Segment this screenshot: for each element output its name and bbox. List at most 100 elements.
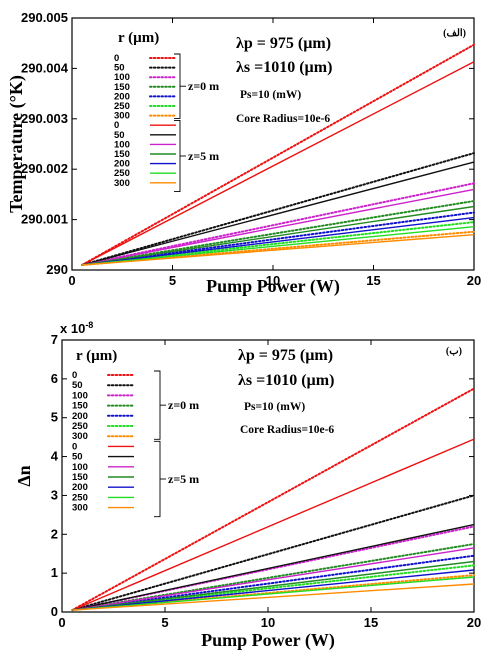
y-tick-label: 290.005: [21, 10, 68, 25]
y-tick-label: 5: [51, 410, 58, 425]
y-axis-label: Temperature (°K): [6, 75, 27, 213]
legend-entry-label: 200: [114, 159, 130, 170]
legend-group-label: z=0 m: [168, 398, 199, 412]
y-axis-label: Δn: [14, 465, 34, 486]
series-line-z0m-r0: [81, 43, 475, 266]
legend-entry-label: 200: [72, 482, 88, 493]
legend-entry-label: 300: [114, 178, 130, 189]
legend-entry-label: 300: [72, 431, 88, 442]
y-tick-label: 0: [51, 604, 58, 619]
legend-group-bracket: [154, 440, 161, 518]
series-line-z5m-r250: [72, 576, 475, 611]
x-axis-label: Pump Power (W): [206, 276, 340, 297]
series-line-z5m-r300: [81, 234, 475, 266]
legend-entry-label: 0: [72, 441, 77, 452]
series-line-z5m-r50: [72, 523, 475, 611]
series-line-z0m-r250: [81, 221, 475, 266]
annotation-ps: Ps=10 (mW): [244, 401, 305, 413]
legend-entry-label: 0: [114, 120, 119, 131]
y-tick-label: 7: [51, 332, 58, 347]
legend-entry-label: 150: [72, 401, 88, 412]
series-line-z0m-r50: [71, 494, 475, 612]
legend-entry-label: 0: [114, 53, 119, 64]
y-tick-label: 290.001: [21, 212, 68, 227]
x-tick-label: 10: [261, 615, 275, 630]
annotation-ps: Ps=10 (mW): [240, 89, 301, 101]
y-scale-note: x 10-8: [60, 320, 93, 336]
y-tick-label: 1: [51, 565, 58, 580]
legend-entry-label: 250: [114, 168, 130, 179]
series-line-z5m-r150: [81, 205, 475, 266]
series-line-z0m-r50: [81, 152, 475, 266]
y-tick-label: 290.004: [21, 60, 69, 75]
series-line-z0m-r0: [71, 387, 475, 612]
legend-entry-label: 50: [72, 380, 83, 391]
x-tick-label: 5: [169, 273, 176, 288]
legend-group-bracket: [174, 119, 181, 193]
y-tick-label: 290.003: [21, 111, 68, 126]
y-scale-exponent: -8: [85, 320, 93, 330]
series-line-z0m-r100: [81, 182, 475, 266]
legend-entry-label: 100: [114, 72, 130, 83]
annotation-core-radius: Core Radius=10e-6: [240, 424, 334, 436]
annotation-lambda-p: λp = 975 (µm): [238, 347, 333, 364]
legend-entry-label: 100: [72, 462, 88, 473]
legend-entry-label: 300: [72, 503, 88, 514]
legend-entry-label: 50: [114, 63, 125, 74]
y-tick-label: 2: [51, 526, 58, 541]
series-line-z0m-r300: [71, 574, 475, 612]
legend-group-label: z=0 m: [188, 79, 219, 93]
annotation-core-radius: Core Radius=10e-6: [236, 113, 330, 125]
legend-entry-label: 150: [114, 149, 130, 160]
series-line-z5m-r150: [72, 560, 475, 611]
x-tick-label: 15: [364, 615, 378, 630]
series-line-z0m-r150: [81, 200, 475, 266]
legend-entry-label: 150: [114, 82, 130, 93]
series-line-z5m-r200: [72, 569, 475, 611]
legend-entry-label: 0: [72, 370, 77, 381]
series-line-z5m-r100: [72, 547, 475, 611]
legend-group-bracket: [154, 370, 161, 440]
tick-group: 0 5 10 15 20 290 290.001 290.002 290.003 290.004 2…: [21, 10, 481, 288]
x-tick-label: 20: [467, 273, 481, 288]
series-line-z5m-r50: [81, 161, 475, 266]
annotation-lambda-p: λp = 975 (µm): [236, 35, 331, 52]
series-line-z0m-r200: [71, 554, 475, 612]
chart-panel-temperature: 0 5 10 15 20 290 290.001 290.002 290.003 290.004 2…: [6, 10, 481, 297]
y-tick-label: 3: [51, 487, 58, 502]
panel-tag: (ب): [446, 346, 462, 357]
y-tick-label: 6: [51, 371, 58, 386]
y-tick-label: 290.002: [21, 161, 68, 176]
legend: r (µm)0501001502002503000501001502002503…: [114, 30, 219, 193]
x-tick-label: 0: [58, 615, 65, 630]
legend-entry-label: 250: [114, 101, 130, 112]
legend-entry-label: 250: [72, 421, 88, 432]
legend-entry-label: 300: [114, 111, 130, 122]
legend-entry-label: 200: [72, 411, 88, 422]
series-group: [81, 43, 475, 266]
legend-entry-label: 100: [72, 390, 88, 401]
legend-entry-label: 50: [114, 130, 125, 141]
legend-entry-label: 200: [114, 91, 130, 102]
series-line-z5m-r300: [72, 583, 475, 611]
legend-entry-label: 50: [72, 452, 83, 463]
x-tick-label: 0: [68, 273, 75, 288]
series-line-z5m-r100: [81, 188, 475, 266]
annotation-lambda-s: λs =1010 (µm): [238, 372, 334, 389]
panel-tag: (الف): [443, 28, 466, 39]
series-line-z5m-r250: [81, 226, 475, 266]
legend-group-label: z=5 m: [188, 149, 219, 163]
annotation-lambda-s: λs =1010 (µm): [236, 59, 332, 76]
legend-entry-label: 150: [72, 472, 88, 483]
x-axis-label: Pump Power (W): [201, 630, 335, 651]
series-line-z0m-r200: [81, 211, 475, 266]
x-tick-label: 20: [467, 615, 481, 630]
x-tick-label: 5: [161, 615, 168, 630]
series-line-z0m-r250: [71, 564, 475, 612]
legend-group-label: z=5 m: [168, 472, 199, 486]
series-line-z5m-r200: [81, 216, 475, 266]
legend: r (µm)0501001502002503000501001502002503…: [72, 348, 199, 518]
